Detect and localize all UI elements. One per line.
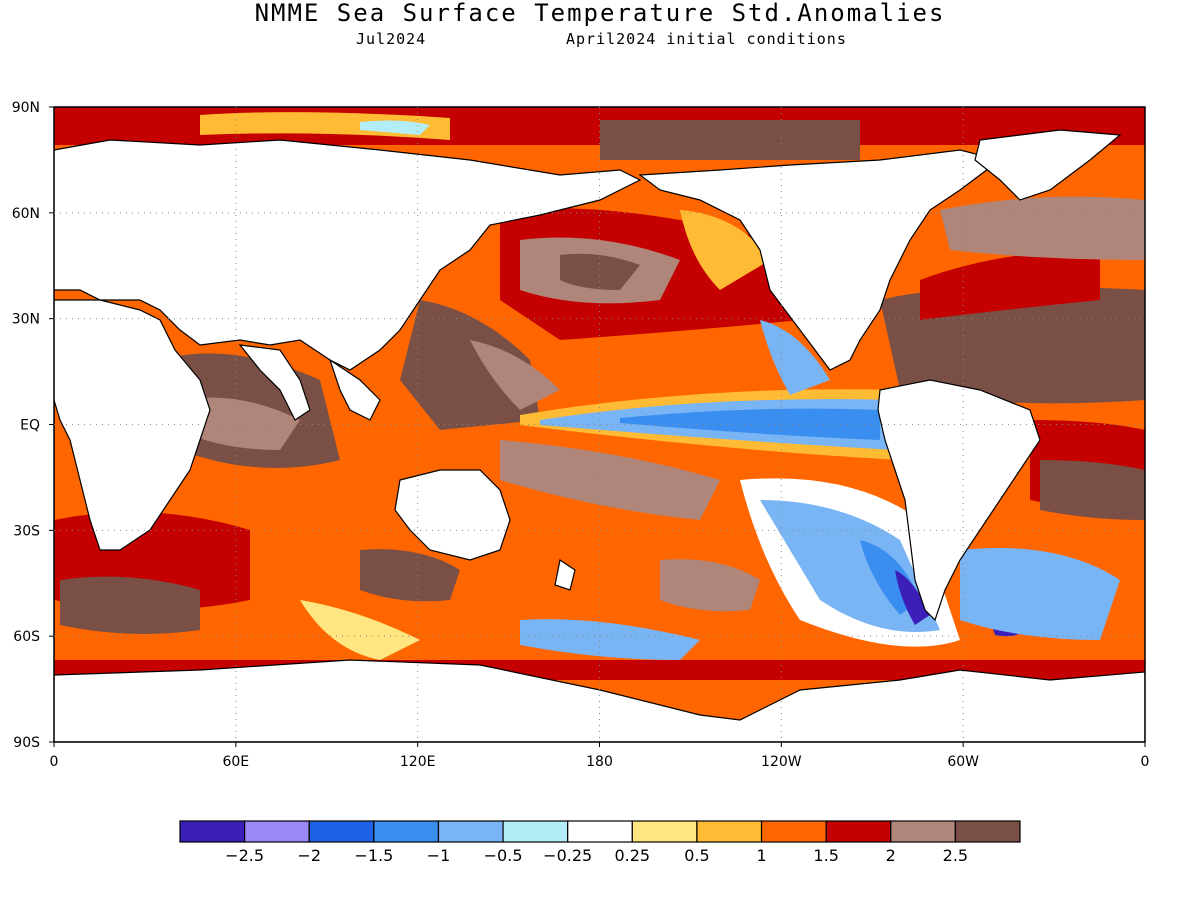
land-eurasia bbox=[54, 139, 642, 371]
so-cool bbox=[520, 619, 700, 660]
lon-tick-label: 120E bbox=[400, 754, 436, 770]
land-north-america bbox=[638, 149, 1002, 371]
map-field bbox=[54, 107, 1145, 742]
chile-very-cold bbox=[895, 570, 930, 625]
eq-atl-hot bbox=[1040, 460, 1145, 520]
land-masses bbox=[54, 129, 1145, 742]
lon-tick-label: 120W bbox=[761, 754, 802, 770]
colorbar-label: 2.5 bbox=[943, 846, 968, 865]
colorbar-swatch bbox=[179, 820, 246, 843]
land-australia bbox=[394, 469, 511, 561]
lat-tick-label: 60S bbox=[13, 629, 40, 645]
npac-very-hot bbox=[560, 253, 640, 290]
colorbar-swatch bbox=[502, 820, 569, 843]
colorbar-swatch bbox=[825, 820, 892, 843]
wpac-hot bbox=[400, 300, 540, 430]
colorbar-label: 0.5 bbox=[684, 846, 709, 865]
longitude-axis: 0 60E 120E 180 120W 60W 0 bbox=[50, 742, 1150, 770]
wpac-warm bbox=[470, 340, 560, 410]
land-south-america bbox=[877, 379, 1041, 622]
lon-tick-label: 60E bbox=[222, 754, 249, 770]
colorbar-swatch bbox=[308, 820, 375, 843]
colorbar-label: 1 bbox=[756, 846, 766, 865]
colorbar: −2.5 −2 −1.5 −1 −0.5 −0.25 0.25 0.5 1 1.5 2 2.5 bbox=[179, 820, 1021, 865]
so-mild bbox=[300, 600, 420, 660]
map-title: NMME Sea Surface Temperature Std.Anomali… bbox=[254, 0, 946, 27]
colorbar-swatch bbox=[954, 820, 1021, 843]
lat-tick-label: 30N bbox=[12, 312, 40, 328]
spac-warm bbox=[660, 559, 760, 612]
s-indian-hot bbox=[60, 576, 200, 634]
colorbar-swatch bbox=[567, 820, 633, 843]
natl-warm bbox=[920, 250, 1100, 320]
lon-tick-label: 0 bbox=[1141, 754, 1150, 770]
colorbar-label: 2 bbox=[886, 846, 896, 865]
land-india bbox=[238, 344, 311, 421]
lon-tick-label: 0 bbox=[50, 754, 59, 770]
colorbar-label: −1.5 bbox=[354, 846, 393, 865]
colorbar-label: 0.25 bbox=[614, 846, 650, 865]
colorbar-swatch bbox=[890, 820, 956, 843]
colorbar-label: −2.5 bbox=[225, 846, 264, 865]
colorbar-label: −0.5 bbox=[484, 846, 523, 865]
npac-mild bbox=[680, 210, 770, 290]
lat-tick-label: 60N bbox=[12, 206, 40, 222]
land-greenland bbox=[974, 129, 1122, 201]
natl-north bbox=[940, 196, 1145, 260]
colorbar-swatch bbox=[437, 820, 504, 843]
colorbar-label: −2 bbox=[297, 846, 321, 865]
swpac-warm bbox=[500, 440, 720, 520]
land-se-asia bbox=[328, 358, 381, 421]
latitude-axis: 90N 60N 30N EQ 30S 60S 90S bbox=[12, 100, 54, 751]
arctic-hot bbox=[600, 120, 860, 160]
lon-tick-label: 60W bbox=[947, 754, 979, 770]
colorbar-swatch bbox=[373, 820, 440, 843]
arctic-cool bbox=[360, 120, 430, 135]
lon-tick-label: 180 bbox=[586, 754, 613, 770]
colorbar-swatch bbox=[631, 820, 698, 843]
lat-tick-label: 90S bbox=[13, 735, 40, 751]
colorbar-label: 1.5 bbox=[813, 846, 838, 865]
lat-tick-label: 90N bbox=[12, 100, 40, 116]
colorbar-label: −1 bbox=[427, 846, 451, 865]
colorbar-swatch bbox=[244, 820, 310, 843]
lat-tick-label: 30S bbox=[13, 523, 40, 539]
lat-tick-label: EQ bbox=[20, 418, 40, 434]
baja-cool bbox=[760, 320, 830, 395]
colorbar-swatch bbox=[696, 820, 763, 843]
initial-conditions: April2024 initial conditions bbox=[566, 30, 847, 48]
forecast-month: Jul2024 bbox=[356, 30, 427, 48]
colorbar-swatch bbox=[760, 820, 827, 843]
land-new-zealand bbox=[554, 559, 576, 591]
aus-south-hot bbox=[360, 549, 460, 602]
arctic-warm bbox=[200, 112, 450, 140]
colorbar-label: −0.25 bbox=[543, 846, 592, 865]
satl-cool bbox=[960, 548, 1120, 640]
